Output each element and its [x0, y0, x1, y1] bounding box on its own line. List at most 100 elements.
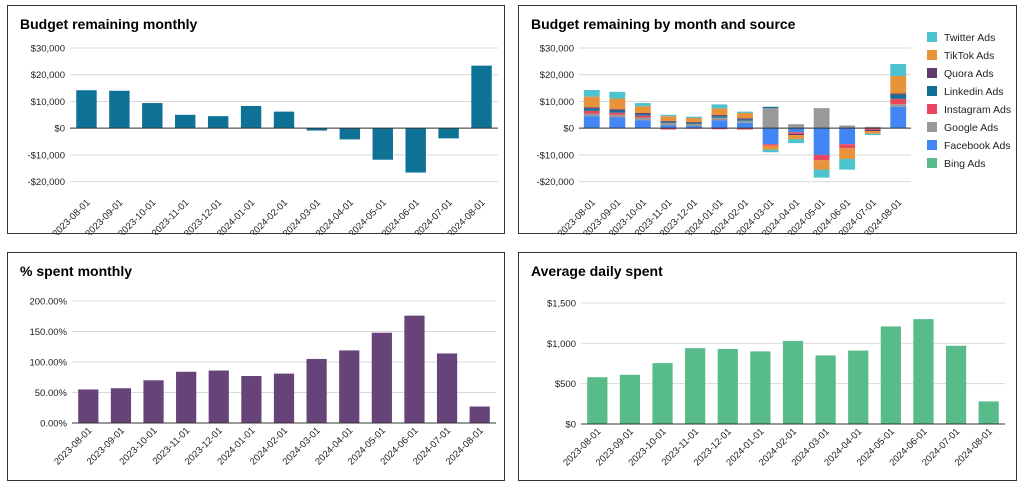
bar: [176, 371, 197, 423]
y-tick-label: $0: [565, 420, 576, 431]
bar-segment: [813, 169, 830, 178]
bar: [208, 370, 229, 423]
chart-title: Budget remaining by month and source: [531, 16, 796, 32]
bar-segment: [583, 108, 600, 111]
bar-segment: [737, 128, 753, 130]
legend-swatch: [927, 140, 937, 150]
bar: [438, 128, 459, 139]
bar-segment: [864, 128, 881, 130]
bar-segment: [737, 122, 753, 129]
bar-segment: [660, 120, 677, 122]
y-tick-label: $10,000: [31, 97, 65, 108]
bar-segment: [686, 122, 702, 123]
chart-title: Average daily spent: [531, 263, 663, 279]
legend-label: Facebook Ads: [944, 140, 1011, 152]
bar-segment: [686, 123, 702, 127]
legend-label: Twitter Ads: [944, 32, 995, 44]
bar-segment: [609, 110, 626, 113]
y-tick-label: $0: [54, 124, 65, 135]
bar-segment: [813, 128, 830, 155]
bar-segment: [890, 98, 907, 105]
bar-segment: [609, 117, 626, 129]
bar-segment: [762, 145, 779, 150]
bar-segment: [864, 131, 881, 134]
bar-segment: [711, 117, 728, 121]
chart-budget-remaining-monthly: -$20,000-$10,000$0$10,000$20,000$30,0002…: [27, 44, 498, 235]
bar-segment: [634, 120, 651, 129]
bar-segment: [839, 144, 856, 149]
bar: [339, 128, 361, 140]
legend-swatch: [927, 68, 937, 78]
y-tick-label: 200.00%: [29, 297, 67, 308]
bar: [240, 105, 262, 129]
bar: [587, 377, 608, 424]
bar-segment: [711, 120, 728, 129]
bar-segment: [788, 124, 804, 129]
bar-segment: [864, 133, 881, 136]
bar: [371, 332, 392, 423]
legend-label: Quora Ads: [944, 68, 994, 80]
bar-segment: [788, 133, 804, 136]
bar-segment: [737, 111, 753, 113]
bar: [142, 103, 163, 129]
chart-panel-budget-by-source: Budget remaining by month and source -$2…: [518, 5, 1017, 235]
bar: [782, 340, 804, 424]
bar: [273, 373, 295, 423]
bar: [78, 389, 99, 423]
bar-segment: [634, 112, 651, 115]
bar: [469, 406, 490, 423]
chart-budget-remaining-by-source: -$20,000-$10,000$0$10,000$20,000$30,0002…: [536, 32, 1011, 235]
bar-segment: [634, 117, 651, 121]
bar-segment: [890, 94, 907, 99]
bar-segment: [864, 129, 881, 132]
bar: [913, 319, 934, 424]
bar-segment: [711, 116, 728, 118]
y-tick-label: -$20,000: [27, 177, 65, 188]
y-tick-label: $20,000: [31, 70, 65, 81]
legend-swatch: [927, 122, 937, 132]
bar: [471, 65, 492, 129]
y-tick-label: $30,000: [540, 44, 574, 55]
bar-segment: [686, 126, 702, 129]
bar-segment: [711, 104, 728, 109]
bar-segment: [660, 116, 677, 121]
bar: [405, 128, 426, 173]
y-tick-label: $1,500: [547, 299, 576, 310]
bar-segment: [788, 139, 804, 144]
bar: [306, 128, 328, 131]
y-tick-label: $10,000: [540, 97, 574, 108]
bar-segment: [890, 76, 907, 94]
bar-segment: [634, 103, 651, 107]
bar-segment: [609, 112, 626, 115]
bar: [652, 363, 673, 424]
y-tick-label: -$10,000: [27, 150, 65, 161]
bar-segment: [890, 106, 907, 129]
bar-segment: [583, 116, 600, 129]
bar-segment: [788, 128, 804, 133]
bar-segment: [583, 110, 600, 114]
bar-segment: [890, 104, 907, 107]
bar-segment: [711, 128, 728, 130]
chart-title: % spent monthly: [20, 263, 133, 279]
legend-label: Bing Ads: [944, 158, 985, 170]
bar: [273, 111, 295, 129]
bar-segment: [839, 125, 856, 129]
bar: [76, 90, 97, 129]
y-tick-label: $500: [555, 379, 576, 390]
bar-segment: [711, 115, 728, 117]
bar: [241, 376, 262, 423]
bar: [848, 350, 869, 424]
bar: [404, 315, 425, 423]
bar-segment: [737, 112, 753, 119]
bar-segment: [737, 118, 753, 120]
bar: [306, 358, 327, 423]
bar: [619, 374, 641, 424]
bar-segment: [660, 125, 677, 129]
bar-segment: [762, 149, 779, 153]
bar: [207, 116, 229, 129]
bar-segment: [711, 108, 728, 116]
y-tick-label: -$10,000: [536, 150, 574, 161]
bar-segment: [686, 118, 702, 123]
legend-label: TikTok Ads: [944, 50, 994, 62]
chart-panel-budget-remaining: Budget remaining monthly -$20,000 -$10,00…: [7, 5, 505, 235]
